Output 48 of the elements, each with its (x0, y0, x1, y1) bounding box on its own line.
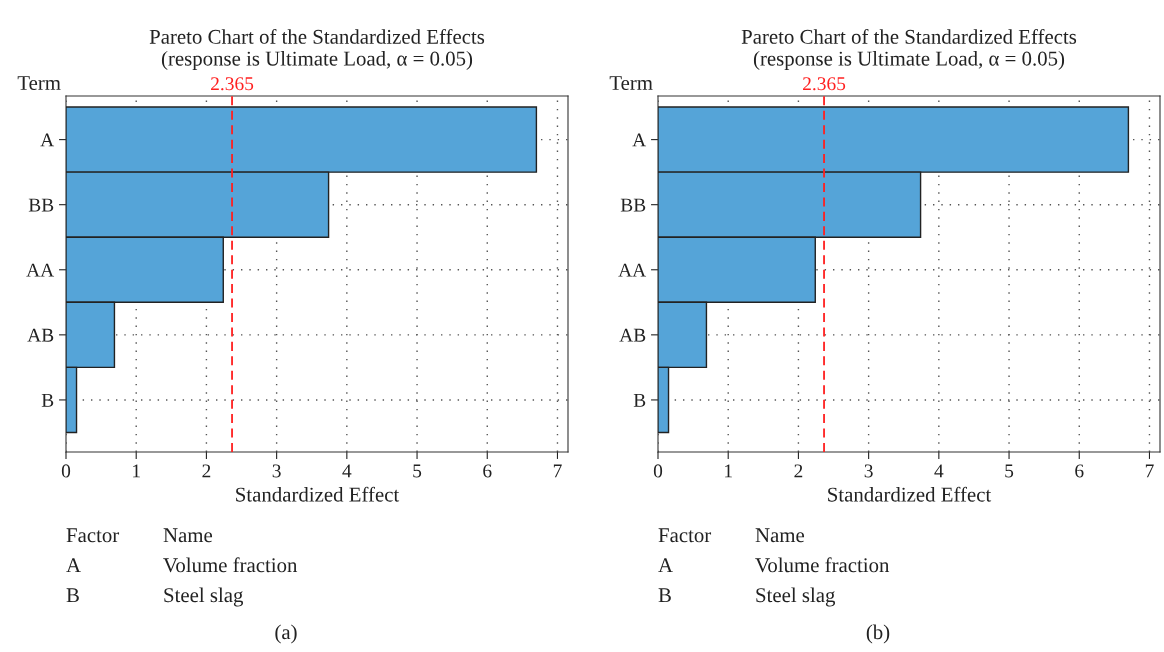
text: (a) (275, 624, 297, 644)
x-tick-label: 5 (413, 464, 422, 478)
y-tick-label: BB (620, 198, 646, 212)
text: Steel slag (756, 587, 836, 607)
ref-line-label: 2.365 (803, 77, 846, 91)
ref-line-label: 2.365 (211, 77, 254, 91)
x-tick-label: 1 (133, 464, 140, 478)
text: Volume fraction (163, 557, 298, 573)
text: Steel slag (164, 587, 244, 607)
x-tick-label: 7 (1145, 464, 1154, 478)
chart-title: Pareto Chart of the Standardized Effects (response is Ultimate Load, α = 0.05) (741, 28, 1077, 70)
text: Factor (66, 528, 120, 543)
y-tick-label: AA (618, 263, 647, 277)
x-tick-label: 0 (61, 464, 71, 478)
y-tick-label: BB (28, 198, 54, 212)
y-tick-label: A (632, 133, 647, 147)
text: (b) (866, 624, 890, 644)
text: B (66, 588, 79, 603)
x-tick-label: 6 (1075, 464, 1084, 478)
x-tick-label: 6 (483, 464, 492, 478)
x-tick-label: 5 (1005, 464, 1014, 478)
x-tick-label: 4 (342, 464, 352, 478)
x-tick-label: 7 (553, 464, 562, 478)
y-tick-label: B (41, 393, 54, 407)
text: Name (163, 528, 213, 543)
y-tick-label: B (633, 393, 646, 407)
text: B (658, 588, 671, 603)
y-axis-title: Term (609, 76, 653, 90)
x-tick-label: 0 (653, 464, 663, 478)
x-tick-label: 3 (272, 464, 281, 478)
y-axis-title: Term (17, 76, 61, 90)
x-tick-label: 2 (794, 464, 803, 478)
text: Name (755, 528, 805, 543)
text: Factor (658, 528, 712, 543)
y-tick-label: A (40, 133, 55, 147)
x-tick-label: 1 (725, 464, 732, 478)
text: A (658, 558, 673, 573)
y-tick-label: AA (26, 263, 55, 277)
y-tick-label: AB (619, 328, 646, 342)
chart-title: Pareto Chart of the Standardized Effects (response is Ultimate Load, α = 0.05) (149, 28, 485, 70)
x-axis-title: Standardized Effect (236, 486, 400, 502)
x-axis-title: Standardized Effect (828, 486, 992, 502)
x-tick-label: 3 (864, 464, 873, 478)
x-tick-label: 4 (934, 464, 944, 478)
y-tick-label: AB (27, 328, 54, 342)
x-tick-label: 2 (202, 464, 211, 478)
text: Volume fraction (755, 557, 890, 573)
text: A (66, 558, 81, 573)
